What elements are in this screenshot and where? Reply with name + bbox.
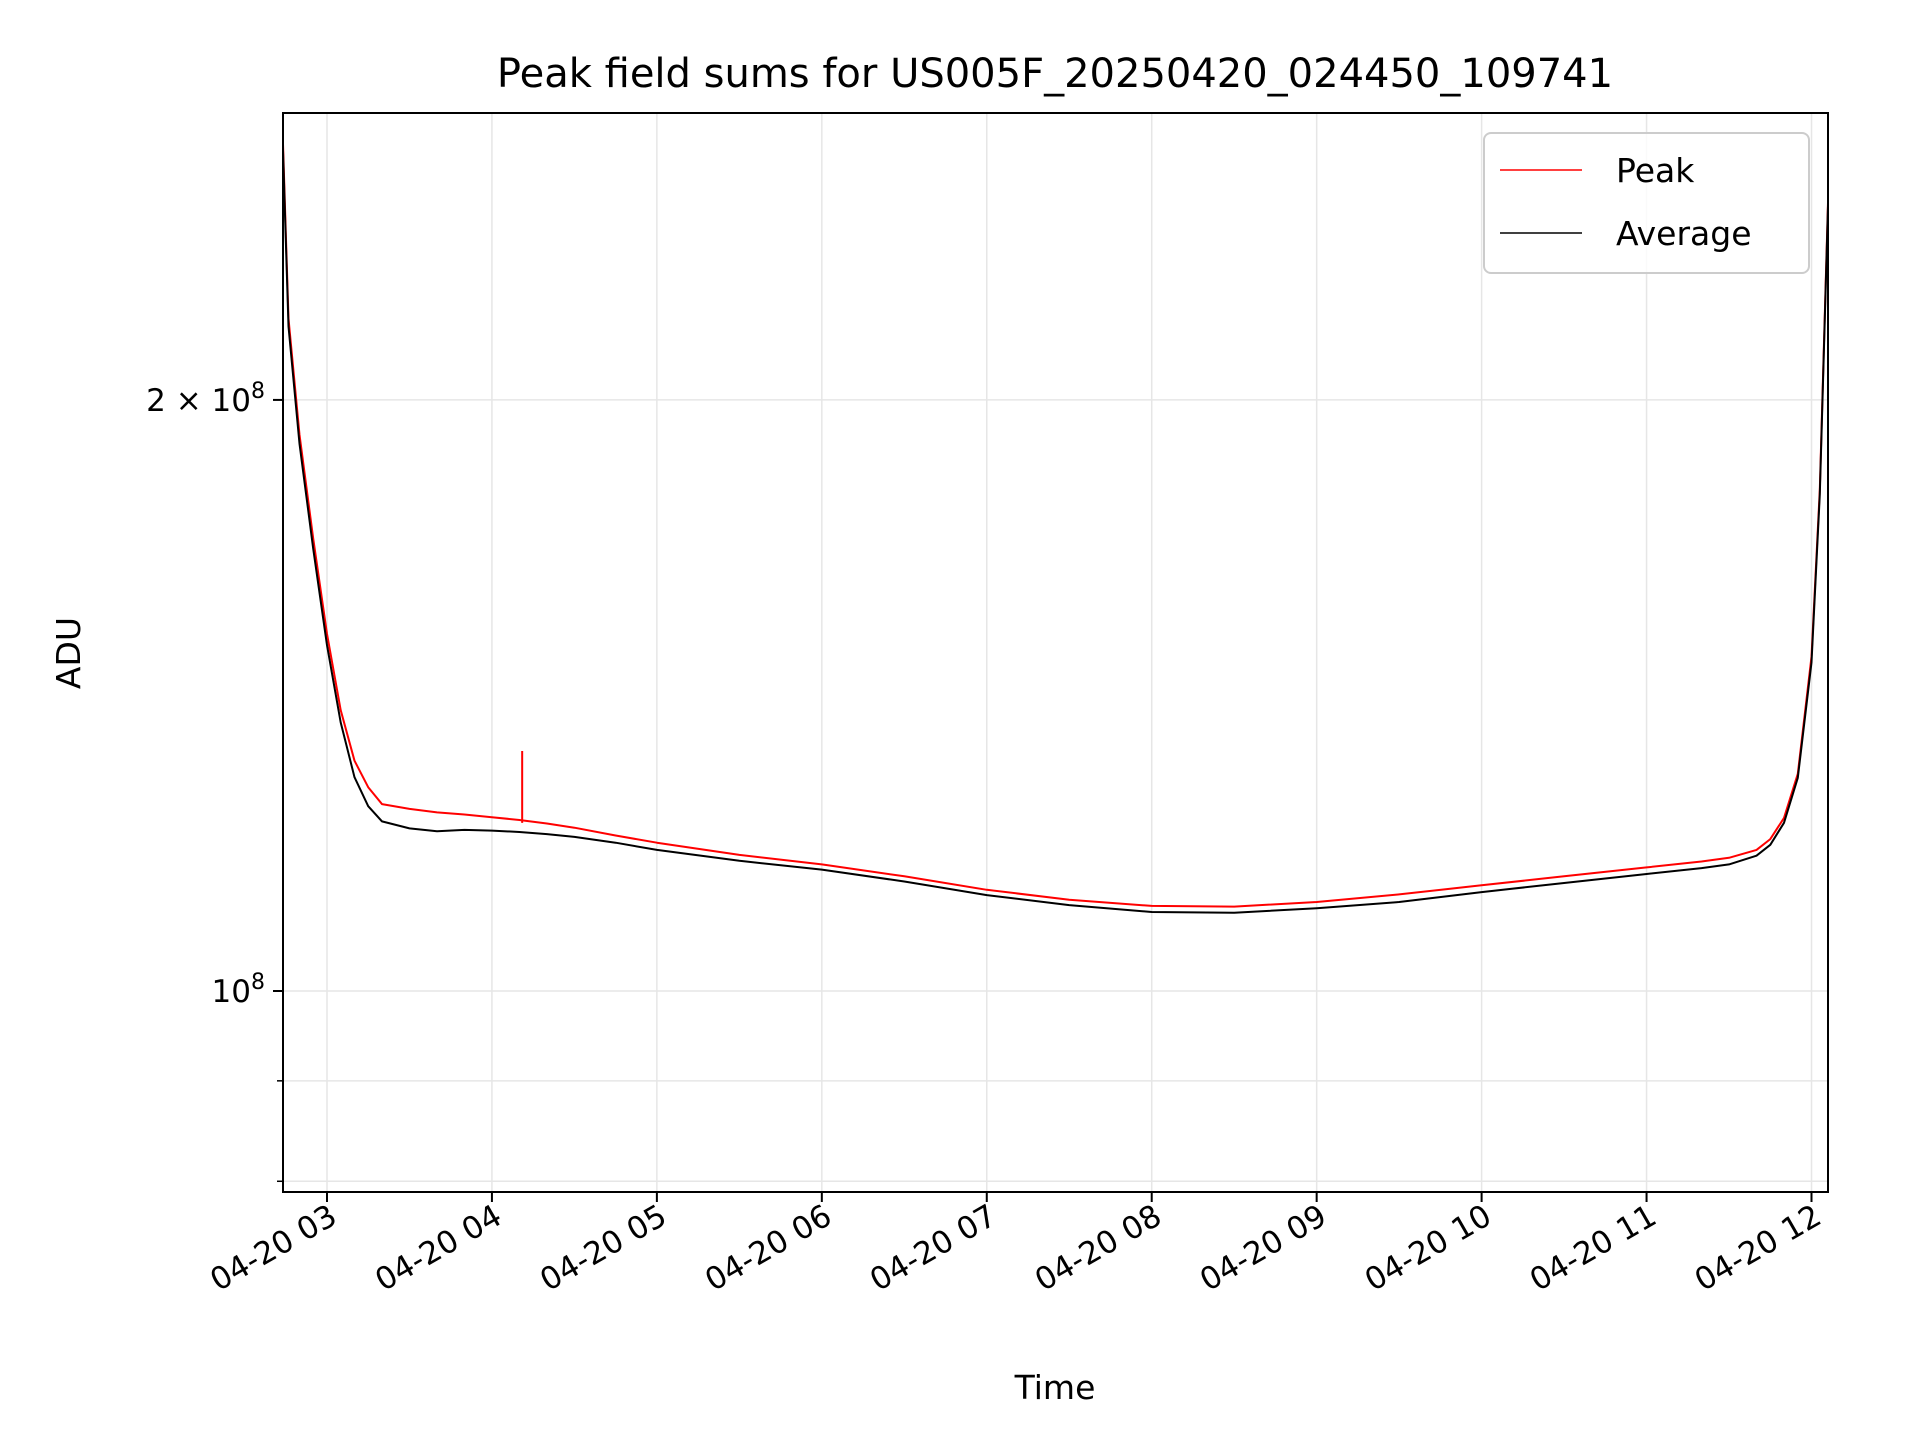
legend-label-average: Average bbox=[1616, 214, 1752, 253]
series-line-average bbox=[282, 150, 1829, 914]
legend-label-peak: Peak bbox=[1616, 151, 1695, 190]
series-layer bbox=[282, 143, 1829, 914]
y-tick-label: 2 × 108 bbox=[146, 379, 265, 419]
x-axis-label: Time bbox=[1014, 1368, 1096, 1407]
y-axis-label: ADU bbox=[49, 617, 88, 689]
series-line-peak bbox=[282, 143, 1829, 908]
plot-frame bbox=[282, 112, 1829, 1193]
legend: Peak Average bbox=[1483, 132, 1810, 274]
y-tick-label: 108 bbox=[212, 970, 265, 1010]
y-axis: 2 × 108 108 bbox=[146, 379, 283, 1183]
chart-title: Peak field sums for US005F_20250420_0244… bbox=[497, 51, 1613, 97]
legend-box bbox=[1483, 132, 1810, 274]
